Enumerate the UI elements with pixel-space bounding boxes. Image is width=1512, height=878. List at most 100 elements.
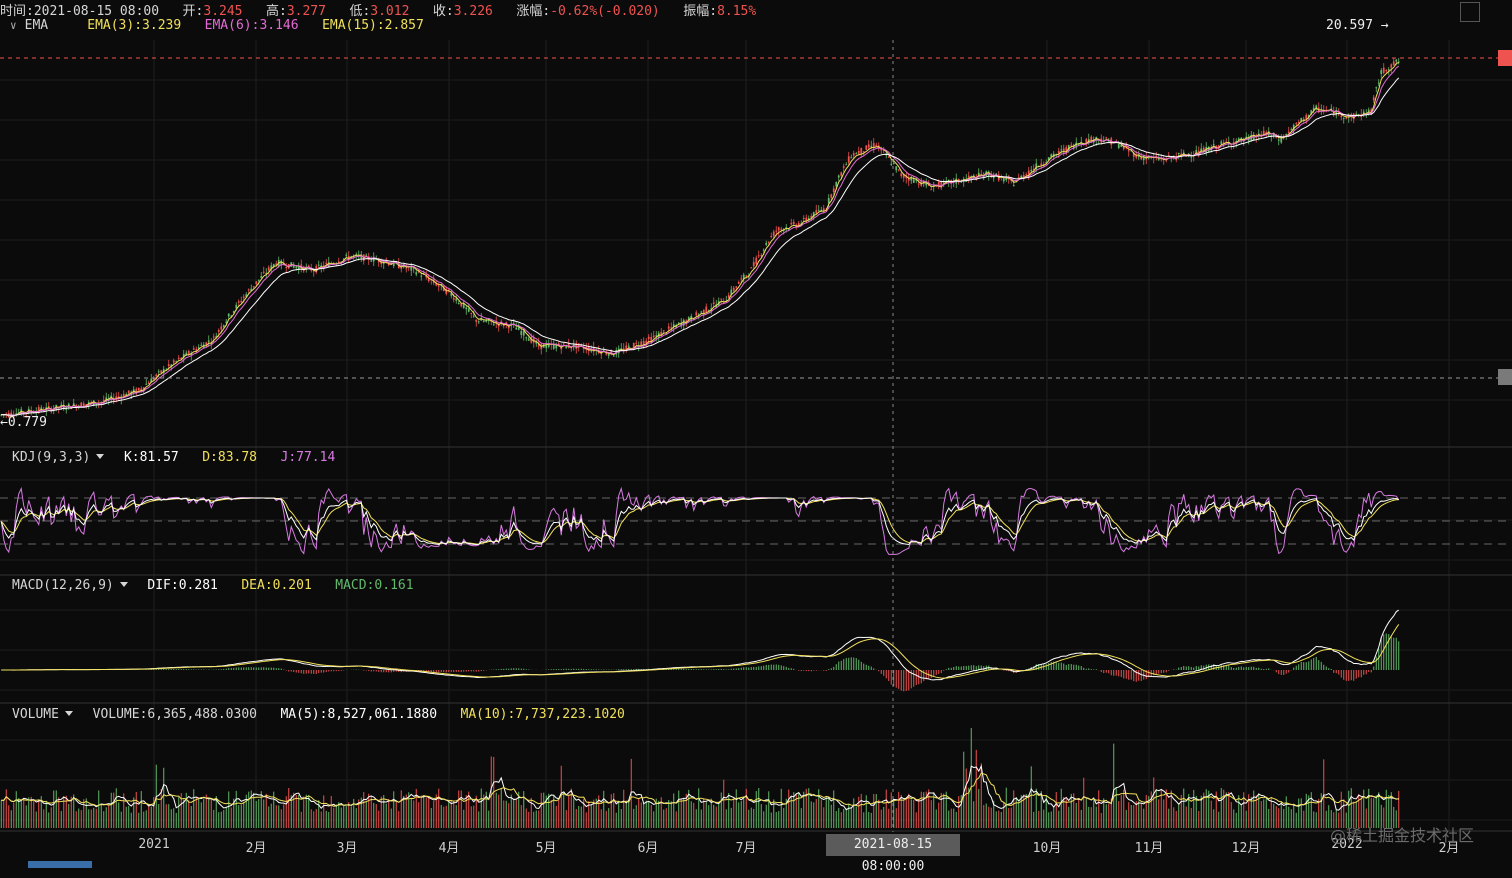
candle-body	[612, 355, 615, 357]
kdj-indicator-name[interactable]: KDJ(9,3,3)	[12, 450, 91, 465]
candle-body	[265, 273, 268, 275]
candle-body	[700, 311, 703, 313]
candle-body	[105, 397, 108, 401]
fullscreen-icon[interactable]	[1460, 2, 1480, 22]
candlestick-series	[0, 58, 1400, 418]
candle-body	[787, 228, 790, 230]
amplitude-value: 8.15%	[717, 4, 757, 19]
candle-body	[785, 227, 788, 229]
candle-body	[755, 257, 758, 264]
change-label: 涨幅:	[516, 4, 551, 19]
candle-body	[687, 317, 690, 322]
arrow-left-icon: ←	[0, 415, 8, 430]
scrollbar-thumb[interactable]	[28, 861, 92, 868]
caret-down-icon[interactable]	[96, 454, 105, 459]
candle-body	[867, 144, 870, 148]
candle-body	[602, 350, 605, 352]
macd-series	[1, 609, 1400, 692]
candle-body	[405, 267, 408, 269]
candle-body	[220, 326, 223, 330]
kdj-legend: KDJ(9,3,3) K:81.57 D:83.78 J:77.14	[12, 450, 335, 465]
candle-body	[312, 270, 315, 272]
candle-body	[887, 156, 890, 158]
volume-indicator-name[interactable]: VOLUME	[12, 707, 59, 722]
candle-body	[200, 344, 203, 346]
candle-body	[1177, 152, 1180, 154]
low-value: 3.012	[370, 4, 410, 19]
candle-body	[282, 263, 285, 265]
candle-body	[315, 265, 318, 273]
candle-body	[860, 147, 863, 154]
candle-body	[435, 283, 438, 286]
candle-body	[1090, 136, 1093, 141]
kdj-lines	[0, 486, 1512, 555]
candle-body	[1265, 132, 1268, 134]
candle-body	[817, 209, 820, 211]
candle-body	[90, 401, 93, 403]
candle-body	[662, 330, 665, 332]
max-price-value: 20.597	[1326, 18, 1373, 33]
candle-body	[1030, 169, 1033, 172]
candle-body	[1130, 150, 1133, 152]
candle-body	[387, 264, 390, 266]
candle-body	[262, 271, 265, 273]
high-label: 高:	[266, 4, 287, 19]
candle-body	[1342, 117, 1345, 119]
candle-body	[275, 263, 278, 266]
candle-body	[520, 331, 523, 335]
candle-body	[1390, 64, 1393, 68]
macd-dea-value: DEA:0.201	[241, 578, 312, 593]
caret-down-icon[interactable]	[64, 711, 73, 716]
candle-body	[582, 347, 585, 350]
candle-body	[342, 258, 345, 260]
candle-body	[765, 242, 768, 245]
candle-body	[682, 320, 685, 326]
candle-body	[175, 361, 178, 363]
candle-body	[635, 342, 638, 344]
candle-body	[905, 176, 908, 178]
macd-indicator-name[interactable]: MACD(12,26,9)	[12, 578, 114, 593]
macd-legend: MACD(12,26,9) DIF:0.281 DEA:0.201 MACD:0…	[12, 578, 414, 593]
candle-body	[852, 153, 855, 156]
candle-body	[565, 345, 568, 349]
candle-body	[892, 162, 895, 164]
candle-body	[915, 179, 918, 181]
candle-body	[977, 172, 980, 176]
candle-body	[1212, 144, 1215, 146]
candle-body	[992, 176, 995, 179]
candle-body	[1012, 185, 1015, 187]
candle-body	[607, 353, 610, 356]
candle-body	[1075, 142, 1078, 148]
candle-body	[820, 209, 823, 211]
candle-body	[1040, 163, 1043, 166]
ema-indicator-name[interactable]: EMA	[24, 18, 49, 33]
candle-body	[500, 321, 503, 323]
candle-body	[562, 343, 565, 345]
candle-body	[337, 261, 340, 264]
candle-body	[1232, 141, 1235, 145]
candle-body	[1295, 123, 1298, 125]
candle-body	[85, 404, 88, 406]
candle-body	[185, 352, 188, 356]
candle-body	[115, 396, 118, 399]
candle-body	[280, 260, 283, 266]
chevron-down-icon[interactable]: ∨	[10, 19, 17, 32]
candle-body	[940, 181, 943, 188]
x-tick-label: 10月	[1032, 841, 1062, 856]
high-value: 3.277	[286, 4, 326, 19]
caret-down-icon[interactable]	[119, 582, 128, 587]
candle-body	[460, 303, 463, 307]
candle-body	[875, 144, 878, 147]
candle-body	[1307, 115, 1310, 118]
candle-body	[135, 389, 138, 394]
candle-body	[727, 295, 730, 299]
candle-body	[1035, 163, 1038, 170]
min-price-label: ←0.779	[0, 415, 47, 430]
candle-body	[505, 322, 508, 325]
candle-body	[1190, 156, 1193, 158]
candle-body	[437, 285, 440, 287]
candle-body	[65, 408, 68, 410]
candle-body	[750, 267, 753, 269]
candle-body	[1195, 149, 1198, 155]
